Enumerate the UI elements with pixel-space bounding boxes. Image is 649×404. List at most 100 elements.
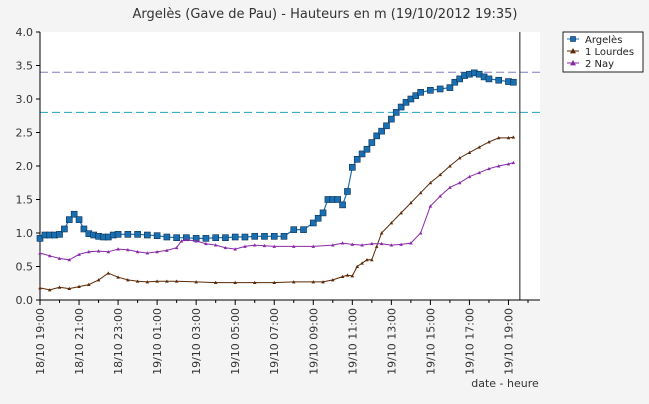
data-point (77, 284, 81, 289)
data-point (448, 164, 452, 168)
data-point (485, 75, 493, 83)
data-point (314, 214, 322, 222)
data-point (350, 242, 355, 246)
data-point (477, 145, 481, 149)
data-point (438, 194, 442, 198)
data-point (350, 274, 355, 278)
data-point (173, 234, 180, 241)
data-point (389, 221, 394, 225)
data-point (126, 278, 130, 282)
data-point (331, 278, 335, 282)
data-point (496, 164, 501, 168)
y-tick-label: 0.5 (16, 261, 34, 274)
data-point (379, 241, 384, 246)
data-point (77, 252, 81, 256)
data-point (467, 150, 472, 155)
data-point (261, 233, 268, 240)
legend-marker (570, 36, 576, 42)
data-point (61, 225, 68, 233)
x-tick-label: 19/10 03:00 (190, 308, 203, 375)
data-point (135, 279, 140, 283)
data-point (212, 234, 219, 241)
data-point (511, 160, 516, 165)
data-point (165, 248, 169, 252)
data-point (87, 282, 91, 287)
data-point (397, 103, 405, 111)
data-point (379, 231, 384, 235)
series-line (39, 162, 514, 261)
data-point (174, 245, 179, 250)
x-tick-label: 18/10 21:00 (73, 308, 86, 375)
y-tick-label: 0.0 (16, 294, 34, 307)
x-tick-label: 19/10 11:00 (346, 308, 359, 375)
y-tick-label: 1.5 (16, 194, 34, 207)
data-point (252, 243, 257, 247)
data-point (496, 136, 501, 140)
data-point (448, 185, 452, 189)
chart-title: Argelès (Gave de Pau) - Hauteurs en m (1… (133, 7, 518, 22)
data-point (194, 239, 198, 243)
data-point (165, 279, 169, 283)
data-point (358, 150, 366, 158)
data-point (106, 249, 111, 254)
data-point (438, 172, 442, 177)
data-point (213, 243, 218, 247)
data-point (179, 239, 184, 243)
data-point (506, 136, 511, 140)
data-point (134, 231, 141, 238)
legend-marker (570, 48, 576, 54)
data-point (57, 256, 62, 260)
data-point (36, 235, 44, 242)
data-point (47, 288, 52, 292)
data-point (243, 244, 247, 248)
data-point (174, 279, 179, 283)
data-point (87, 249, 91, 254)
data-point (409, 201, 413, 205)
data-point (374, 244, 379, 248)
data-point (383, 122, 390, 130)
data-point (124, 231, 132, 238)
data-point (65, 216, 73, 223)
data-point (477, 170, 481, 175)
data-point (428, 180, 433, 185)
data-point (392, 109, 400, 116)
x-tick-label: 18/10 19:00 (34, 308, 47, 375)
data-point (373, 132, 381, 140)
y-tick-label: 2.0 (16, 160, 34, 173)
data-point (231, 233, 239, 241)
data-point (67, 258, 72, 262)
data-point (451, 78, 459, 86)
data-point (96, 249, 101, 253)
x-tick-label: 19/10 05:00 (229, 308, 242, 375)
data-point (402, 99, 410, 106)
data-point (407, 95, 415, 103)
data-point (399, 242, 403, 246)
data-point (311, 280, 316, 284)
x-tick-label: 19/10 15:00 (424, 308, 437, 375)
x-tick-label: 19/10 19:00 (502, 308, 515, 375)
data-point (353, 156, 361, 163)
data-point (163, 233, 171, 241)
data-point (75, 216, 83, 223)
data-point (262, 243, 267, 248)
data-point (47, 253, 52, 258)
data-point (194, 280, 198, 284)
data-point (67, 286, 72, 291)
data-point (368, 139, 376, 146)
y-tick-label: 1.0 (16, 227, 34, 240)
data-point (114, 231, 122, 238)
data-point (506, 162, 511, 166)
data-point (202, 235, 210, 242)
data-point (145, 280, 150, 284)
y-tick-label: 3.5 (16, 60, 34, 73)
data-point (340, 241, 345, 245)
data-point (145, 251, 150, 255)
data-point (233, 280, 237, 285)
legend-box (562, 31, 644, 73)
data-point (457, 156, 462, 160)
data-point (126, 247, 130, 252)
data-point (300, 226, 307, 233)
data-point (57, 285, 62, 289)
